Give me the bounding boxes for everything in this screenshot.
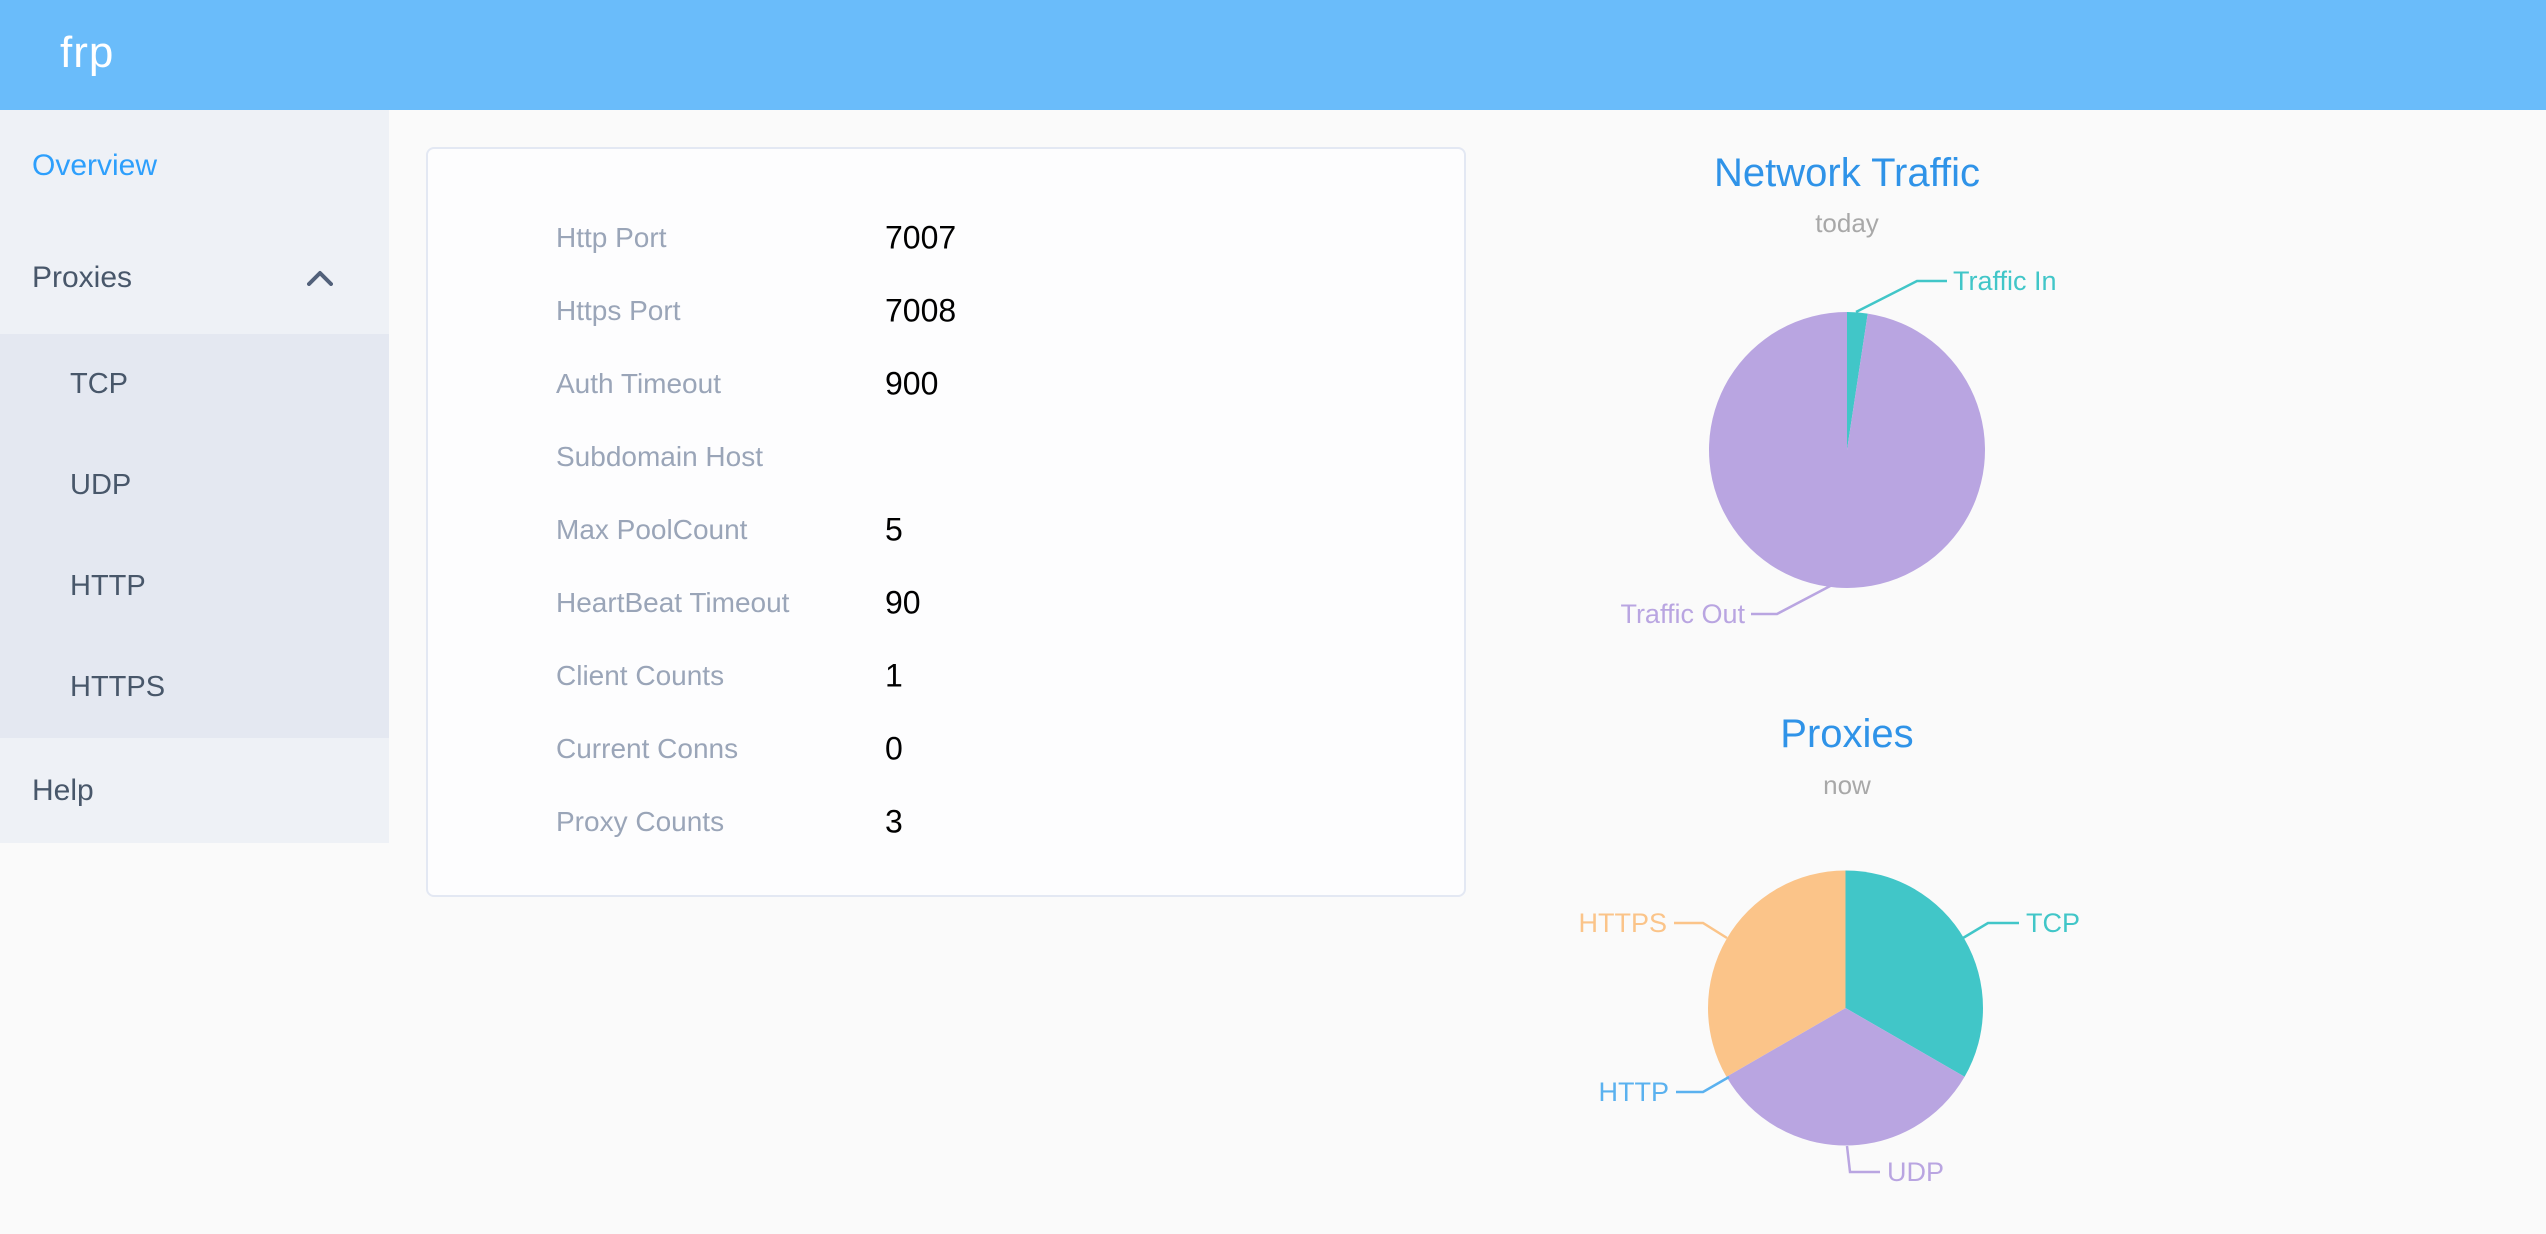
sidebar-item-proxies-label: Proxies bbox=[32, 261, 133, 294]
config-value: 1 bbox=[885, 657, 903, 693]
config-value: 90 bbox=[885, 584, 921, 620]
pie-label-line-tcp bbox=[1962, 921, 2019, 940]
pie-label-udp: UDP bbox=[1887, 1157, 1944, 1187]
pie-label-traffic-out: Traffic Out bbox=[1620, 599, 1745, 629]
config-label: Max PoolCount bbox=[556, 513, 748, 545]
config-row-proxy-counts: Proxy Counts 3 bbox=[428, 785, 1464, 858]
pie-label-https: HTTPS bbox=[1578, 908, 1667, 938]
sidebar-item-https[interactable]: HTTPS bbox=[70, 671, 166, 703]
network-traffic-title: Network Traffic bbox=[1714, 151, 1980, 195]
sidebar: Overview Proxies TCP UDP HTTP HTTPS Help bbox=[0, 110, 389, 843]
pie-slice-traffic-in[interactable] bbox=[1847, 312, 1868, 450]
config-row-heartbeat-timeout: HeartBeat Timeout 90 bbox=[428, 566, 1464, 639]
sidebar-item-udp[interactable]: UDP bbox=[70, 469, 132, 501]
app-logo: frp bbox=[60, 28, 115, 77]
sidebar-item-help-label: Help bbox=[32, 773, 94, 807]
config-value: 7008 bbox=[885, 292, 957, 328]
config-row-auth-timeout: Auth Timeout 900 bbox=[428, 347, 1464, 420]
sidebar-item-help[interactable]: Help bbox=[0, 738, 389, 843]
app-header: frp bbox=[0, 0, 2546, 110]
network-traffic-subtitle: today bbox=[1815, 208, 1879, 238]
pie-label-line-https bbox=[1674, 921, 1728, 940]
config-label: Proxy Counts bbox=[556, 805, 725, 837]
config-row-https-port: Https Port 7008 bbox=[428, 274, 1464, 347]
config-label: Subdomain Host bbox=[556, 440, 764, 472]
proxies-pie-chart: TCP UDP HTTP HTTPS bbox=[1578, 870, 2080, 1187]
pie-label-traffic-in: Traffic In bbox=[1953, 266, 2057, 296]
config-row-max-poolcount: Max PoolCount 5 bbox=[428, 493, 1464, 566]
pie-label-tcp: TCP bbox=[2026, 908, 2080, 938]
chevron-up-icon bbox=[307, 271, 333, 286]
pie-slice-tcp[interactable] bbox=[1845, 870, 1984, 1077]
config-row-client-counts: Client Counts 1 bbox=[428, 639, 1464, 712]
server-config-card: Http Port 7007 Https Port 7008 Auth Timeout 9… bbox=[426, 147, 1466, 897]
config-value: 7007 bbox=[885, 219, 957, 255]
network-traffic-pie-chart: Traffic In Traffic Out bbox=[1620, 266, 2057, 629]
proxies-title: Proxies bbox=[1780, 712, 1914, 756]
sidebar-submenu-proxies: TCP UDP HTTP HTTPS bbox=[0, 334, 389, 738]
pie-label-http: HTTP bbox=[1599, 1077, 1670, 1107]
pie-slice-https[interactable] bbox=[1708, 870, 1846, 1077]
pie-label-line-traffic-out bbox=[1751, 582, 1835, 616]
config-row-current-conns: Current Conns 0 bbox=[428, 712, 1464, 785]
config-label: HeartBeat Timeout bbox=[556, 586, 790, 618]
pie-slice-udp[interactable] bbox=[1726, 1008, 1965, 1146]
config-value: 3 bbox=[885, 803, 903, 839]
sidebar-item-tcp[interactable]: TCP bbox=[70, 368, 128, 400]
sidebar-item-proxies[interactable]: Proxies bbox=[0, 222, 389, 334]
pie-label-line-traffic-in bbox=[1855, 279, 1947, 314]
config-row-subdomain-host: Subdomain Host bbox=[428, 420, 1464, 493]
config-value: 5 bbox=[885, 511, 903, 547]
config-value: 0 bbox=[885, 730, 903, 766]
config-label: Http Port bbox=[556, 221, 667, 253]
config-row-http-port: Http Port 7007 bbox=[428, 201, 1464, 274]
sidebar-item-overview[interactable]: Overview bbox=[0, 110, 389, 222]
proxies-subtitle: now bbox=[1823, 770, 1871, 800]
pie-label-line-http bbox=[1676, 1075, 1730, 1094]
config-label: Auth Timeout bbox=[556, 367, 721, 399]
server-config-list: Http Port 7007 Https Port 7008 Auth Timeout 9… bbox=[428, 201, 1464, 858]
pie-label-line-udp bbox=[1845, 1145, 1880, 1174]
config-label: Https Port bbox=[556, 294, 681, 326]
config-label: Client Counts bbox=[556, 659, 725, 691]
sidebar-item-http[interactable]: HTTP bbox=[70, 570, 146, 602]
pie-slice-traffic-out[interactable] bbox=[1709, 312, 1985, 588]
config-label: Current Conns bbox=[556, 732, 739, 764]
sidebar-item-overview-label: Overview bbox=[32, 149, 158, 182]
config-value: 900 bbox=[885, 365, 939, 401]
